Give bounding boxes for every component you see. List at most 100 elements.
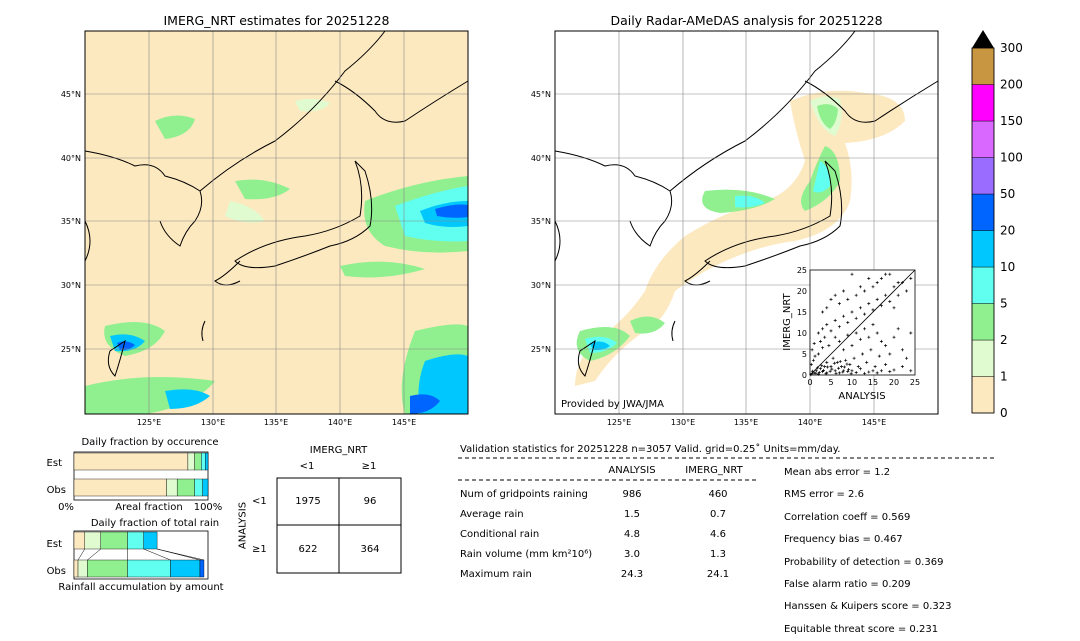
- contingency-cell: 1975: [295, 496, 321, 507]
- stats-value: 1.5: [624, 509, 640, 520]
- scatter-point: [849, 372, 853, 376]
- scatter-point: [842, 314, 846, 318]
- colorbar-label: 2: [1000, 333, 1008, 347]
- right-lon-tick: 130°E: [671, 418, 695, 427]
- left-lon-tick: 130°E: [201, 418, 225, 427]
- left-lat-ticks: 45°N 40°N 35°N 30°N 25°N: [61, 90, 81, 354]
- scatter-point: [867, 335, 871, 339]
- scatter-point: [833, 293, 837, 297]
- right-lon-tick: 125°E: [607, 418, 631, 427]
- left-map-title: IMERG_NRT estimates for 20251228: [163, 13, 390, 28]
- scatter-point: [854, 331, 858, 335]
- scatter-point: [829, 297, 833, 301]
- occurrence-bars: Est Obs 0% Areal fraction 100%: [47, 451, 222, 513]
- scatter-point: [810, 348, 814, 352]
- scatter-point: [844, 358, 848, 362]
- scatter-point: [809, 363, 813, 366]
- stats-value: 0.7: [710, 509, 726, 520]
- stats-value: 4.6: [710, 529, 726, 540]
- scatter-point: [846, 321, 850, 324]
- fraction-bar-segment: [166, 478, 178, 497]
- stats-row-label: Maximum rain: [460, 569, 532, 580]
- scatter-point: [811, 369, 815, 373]
- colorbar-segment: [971, 376, 995, 414]
- scatter-point: [848, 363, 852, 366]
- scatter-point: [875, 297, 879, 301]
- scatter-inset: 0 5 10 15 20 25 0 5 10 15 20 25 ANALYSIS IMERG_NRT: [782, 266, 920, 402]
- scatter-point: [816, 352, 820, 356]
- scatter-point: [896, 281, 900, 285]
- scatter-point: [812, 371, 816, 375]
- scatter-point: [858, 306, 862, 310]
- scatter-point: [821, 327, 825, 331]
- scatter-point: [900, 281, 904, 285]
- left-lat-tick: 40°N: [61, 154, 81, 163]
- contingency-col-header: IMERG_NRT: [309, 445, 368, 456]
- left-lon-tick: 135°E: [264, 418, 288, 427]
- left-lat-tick: 45°N: [61, 90, 81, 99]
- occurrence-row-est: Est: [47, 458, 63, 469]
- scatter-point: [837, 366, 841, 370]
- scatter-x-tick: 10: [847, 378, 857, 387]
- fraction-bar-segment: [202, 478, 209, 497]
- scatter-point: [875, 371, 879, 375]
- stats-row-label: Average rain: [460, 509, 524, 520]
- scatter-ylabel: IMERG_NRT: [782, 292, 793, 350]
- colorbar-extend-triangle: [972, 30, 994, 48]
- scatter-point: [812, 342, 816, 345]
- right-lat-tick: 40°N: [531, 154, 551, 163]
- scatter-point: [879, 276, 883, 280]
- scatter-point: [863, 371, 867, 375]
- scatter-point: [863, 312, 867, 316]
- scatter-point: [896, 293, 900, 297]
- stats-value: 460: [708, 489, 728, 500]
- stats-value: 24.1: [706, 569, 730, 580]
- scatter-point: [905, 356, 909, 360]
- scatter-point: [871, 285, 875, 289]
- scatter-point: [850, 369, 854, 373]
- scatter-point: [825, 360, 829, 364]
- scatter-point: [826, 365, 830, 369]
- contingency-cell: 622: [298, 544, 318, 555]
- fraction-bar-segment: [176, 478, 195, 497]
- stats-header-rule: [458, 479, 759, 481]
- stats-row-label: Num of gridpoints raining: [460, 489, 588, 500]
- scatter-point: [900, 365, 904, 369]
- scatter-point: [884, 272, 888, 276]
- scatter-point: [850, 310, 854, 314]
- total-rain-title: Daily fraction of total rain: [90, 518, 220, 529]
- stats-value: 986: [622, 489, 642, 500]
- scatter-x-tick: 15: [868, 378, 878, 387]
- fraction-bar-segment: [199, 559, 205, 578]
- scatter-point: [858, 337, 862, 341]
- scatter-point: [879, 339, 883, 343]
- scatter-point: [865, 360, 869, 364]
- left-lon-ticks: 125°E 130°E 135°E 140°E 145°E: [137, 418, 416, 427]
- right-lat-ticks: 45°N 40°N 35°N 30°N 25°N: [531, 90, 551, 354]
- scatter-y-tick: 0: [802, 371, 807, 380]
- score-pod: Probability of detection = 0.369: [784, 556, 944, 568]
- scatter-y-tick: 20: [797, 287, 807, 296]
- scatter-point: [823, 335, 827, 339]
- scatter-point: [816, 331, 820, 335]
- scatter-point: [825, 306, 829, 310]
- score-hk: Hanssen & Kuipers score = 0.323: [784, 601, 952, 613]
- scatter-point: [871, 369, 875, 373]
- scatter-point: [875, 281, 879, 285]
- left-precip-patches: [85, 98, 468, 414]
- stats-value: 24.3: [620, 569, 644, 580]
- scatter-point: [873, 365, 877, 369]
- contingency-cell: 364: [360, 544, 380, 555]
- scatter-point: [909, 276, 913, 280]
- colorbar-segment: [971, 193, 995, 231]
- scatter-point: [877, 354, 881, 358]
- stats-row-label: Conditional rain: [460, 529, 540, 540]
- scatter-point: [842, 348, 846, 352]
- right-lat-tick: 45°N: [531, 90, 551, 99]
- colorbar-label: 20: [1000, 224, 1015, 238]
- colorbar-label: 100: [1000, 151, 1023, 165]
- scatter-point: [832, 361, 836, 365]
- fraction-bar-segment: [187, 452, 195, 471]
- scatter-point: [879, 369, 883, 373]
- fraction-bar-segment: [84, 531, 102, 550]
